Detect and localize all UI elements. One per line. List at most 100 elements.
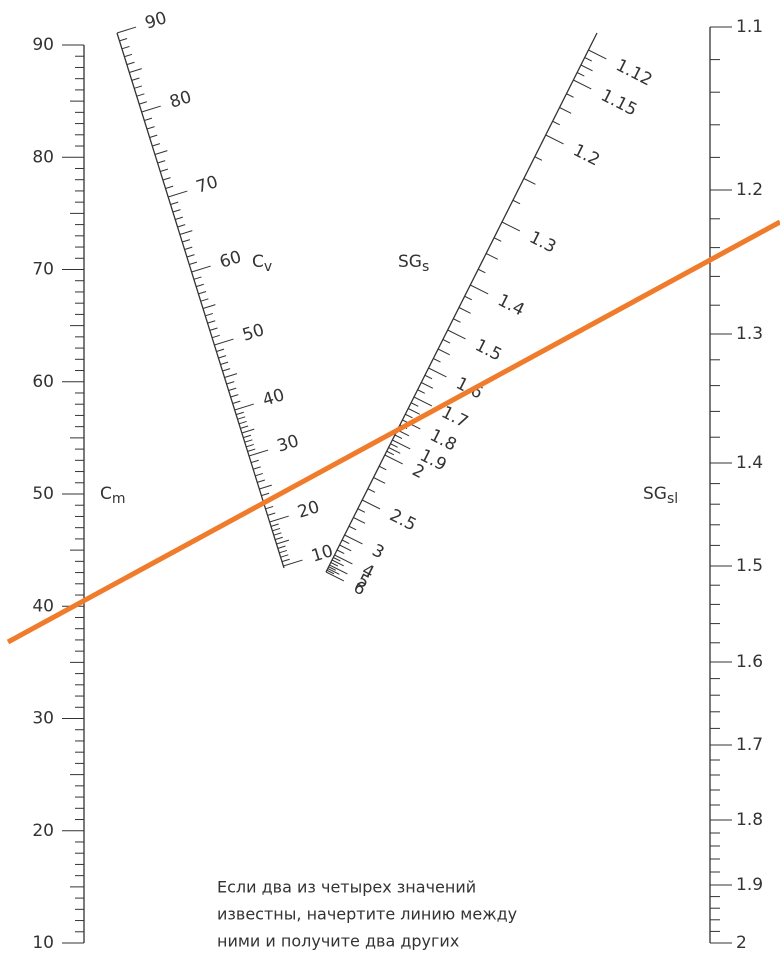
tick-label: 10 [32, 933, 54, 953]
tick [274, 536, 283, 541]
tick [244, 439, 253, 443]
tick-label: 1.5 [472, 335, 505, 365]
tick [361, 499, 381, 510]
scale-subscript: m [112, 491, 126, 507]
tick-label: 60 [32, 372, 54, 392]
tick [373, 477, 386, 484]
tick-label: 50 [32, 484, 54, 504]
scale-subscript: v [264, 259, 272, 275]
tick [424, 374, 433, 380]
tick [405, 413, 413, 419]
tick-label: 1.2 [570, 140, 603, 170]
tick [413, 396, 433, 407]
tick [157, 160, 166, 164]
tick [224, 373, 238, 378]
tick-label: 80 [167, 87, 194, 112]
tick [512, 199, 521, 205]
tick [165, 185, 174, 189]
tick [534, 156, 543, 161]
tick [276, 539, 290, 545]
tick [218, 355, 227, 359]
tick [269, 515, 289, 523]
tick [149, 134, 158, 138]
tick [552, 120, 561, 126]
tick [144, 117, 153, 121]
tick [501, 221, 521, 232]
tick [234, 403, 254, 411]
scale-name: C [252, 252, 264, 272]
tick [442, 339, 451, 344]
tick [270, 523, 279, 527]
tick [237, 416, 246, 420]
tick [205, 312, 214, 317]
tick [588, 49, 607, 60]
tick [246, 443, 254, 448]
tick-label: 70 [32, 260, 54, 280]
tick [344, 534, 363, 545]
tick [214, 338, 234, 346]
tick [172, 209, 181, 213]
tick [193, 276, 202, 280]
tick [273, 532, 282, 536]
tick-label: 20 [295, 497, 322, 522]
scale-subscript: sl [667, 491, 678, 507]
tick-label: 1.9 [736, 875, 763, 895]
tick [261, 492, 270, 497]
tick [410, 402, 419, 407]
tick [367, 488, 376, 493]
scale-name: C [100, 484, 112, 504]
tick [243, 434, 252, 439]
tick [241, 428, 255, 434]
tick-label: 40 [32, 596, 54, 616]
tick [392, 439, 411, 450]
tick [417, 389, 426, 394]
tick [464, 295, 473, 301]
tick [327, 568, 340, 575]
tick [458, 307, 471, 314]
tick [280, 554, 289, 558]
tick [283, 559, 303, 567]
tick [136, 93, 145, 97]
tick-label: 90 [32, 35, 54, 55]
tick [378, 465, 387, 471]
tick [211, 334, 220, 339]
tick [232, 400, 241, 404]
tick [523, 178, 536, 185]
scale-axis [325, 32, 598, 573]
tick [255, 472, 264, 477]
tick [433, 358, 441, 363]
tick [139, 101, 147, 105]
tick [493, 237, 502, 242]
scale-subscript: s [422, 259, 429, 275]
tick-label: 1.3 [526, 227, 559, 257]
tick-label: 2 [736, 933, 747, 953]
tick-label: 60 [217, 247, 244, 272]
tick-label: 1.5 [736, 556, 763, 576]
tick [240, 425, 249, 429]
tick [175, 216, 184, 220]
tick [238, 420, 247, 425]
tick [121, 45, 130, 50]
tick [326, 569, 335, 575]
tick [247, 448, 256, 452]
tick [331, 559, 344, 567]
tick [230, 394, 239, 398]
tick [267, 512, 276, 516]
tick-label: 40 [260, 385, 287, 410]
tick [202, 304, 216, 309]
tick [257, 479, 266, 483]
tick [559, 107, 572, 114]
tick [207, 320, 216, 324]
tick [141, 105, 161, 113]
tick [220, 361, 229, 365]
tick [279, 549, 288, 554]
tick [170, 201, 179, 205]
tick [386, 450, 395, 456]
tick [177, 224, 186, 228]
scale-axis [116, 32, 285, 569]
tick [184, 246, 193, 250]
tick [272, 527, 281, 532]
tick [390, 443, 398, 448]
scale-label: Cv [252, 252, 272, 275]
